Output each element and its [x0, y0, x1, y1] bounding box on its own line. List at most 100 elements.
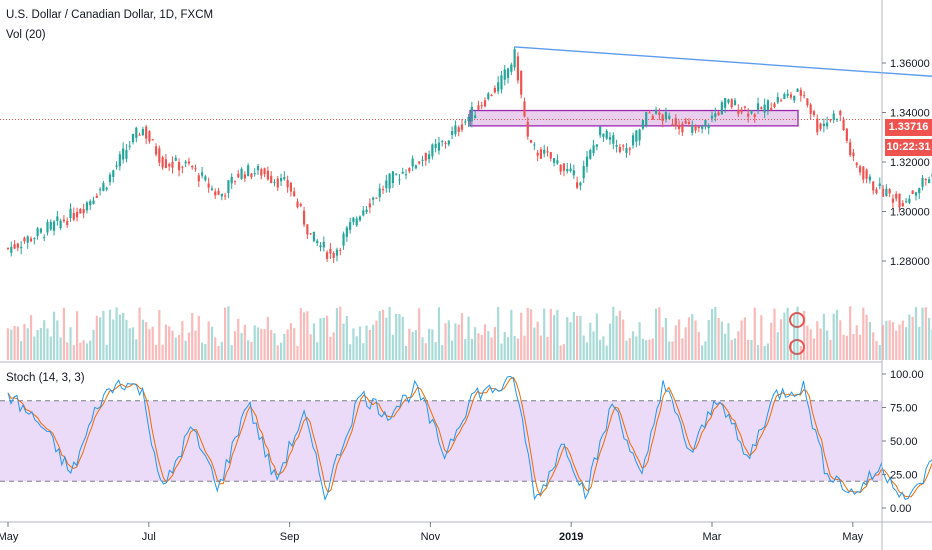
candle-body [437, 142, 441, 151]
candle-body [457, 127, 460, 132]
volume-bar [138, 307, 141, 360]
candle-body [589, 149, 592, 159]
candle-body [520, 70, 523, 95]
time-tick-label: Jul [142, 531, 156, 543]
volume-bar [414, 330, 418, 360]
candle-body [187, 161, 191, 164]
candle-body [421, 159, 424, 161]
candle-body [622, 145, 625, 147]
candle-body [312, 231, 316, 241]
candle-body [546, 151, 549, 153]
candle-body [552, 158, 556, 163]
candle-body [112, 170, 115, 177]
candle-body [36, 228, 39, 236]
candle-body [605, 130, 608, 139]
volume-bar [592, 331, 595, 360]
volume-bar [66, 342, 69, 360]
stoch-pane[interactable] [0, 375, 932, 504]
candle-body [441, 141, 444, 143]
volume-bar [224, 307, 227, 360]
candle-body [539, 149, 543, 159]
candle-body [737, 110, 740, 114]
candle-body [500, 75, 503, 90]
candle-body [85, 202, 89, 211]
candle-body [237, 173, 240, 178]
volume-bar [513, 336, 516, 360]
volume-bar [812, 338, 816, 360]
volume-bar [398, 313, 401, 360]
stoch-tick-label: 50.00 [890, 436, 918, 448]
volume-bar [273, 333, 276, 360]
candle-body [806, 98, 809, 106]
volume-bar [914, 307, 918, 360]
candle-body [852, 152, 855, 157]
candle-body [474, 115, 477, 119]
candle-body [243, 174, 246, 179]
candle-body [270, 175, 273, 183]
volume-bar [641, 338, 645, 360]
candle-body [878, 183, 881, 187]
candle-body [95, 195, 98, 198]
volume-bar [154, 344, 158, 360]
volume-bar [470, 338, 473, 360]
time-tick-label: May [0, 531, 19, 543]
volume-bar [720, 321, 723, 360]
candle-body [707, 125, 710, 129]
volume-bar [753, 307, 756, 360]
candle-body [789, 94, 793, 98]
volume-bar [326, 315, 329, 360]
candle-body [224, 195, 227, 197]
price-pane[interactable] [0, 46, 932, 355]
candle-body [490, 94, 493, 97]
candle-body [796, 88, 799, 92]
candle-body [391, 171, 394, 184]
candle-body [559, 165, 562, 172]
volume-bar [789, 341, 793, 360]
volume-bar [733, 338, 737, 360]
volume-bar [631, 331, 635, 360]
volume-bar [358, 326, 362, 360]
volume-bar [296, 345, 299, 360]
volume-bar [454, 323, 457, 360]
volume-bar [582, 335, 585, 360]
candle-body [368, 203, 371, 208]
candle-body [92, 200, 95, 204]
candle-body [803, 95, 806, 97]
volume-bar [599, 339, 602, 360]
volume-bar [342, 323, 345, 360]
volume-bar [750, 340, 753, 360]
candle-body [286, 179, 289, 188]
candle-body [911, 190, 914, 194]
volume-bar [717, 318, 720, 360]
volume-pane [6, 306, 932, 360]
volume-bar [299, 308, 302, 360]
volume-bar [62, 307, 66, 360]
candle-body [750, 110, 753, 114]
candle-body [52, 221, 56, 231]
candle-body [266, 170, 269, 180]
volume-bar [335, 308, 339, 360]
candle-body [556, 160, 559, 164]
volume-bar [740, 320, 743, 360]
candle-body [46, 222, 49, 233]
candle-body [151, 139, 154, 141]
volume-bar [803, 310, 806, 360]
volume-bar [888, 320, 891, 360]
candle-body [56, 216, 59, 221]
volume-bar [339, 306, 342, 360]
candle-body [483, 100, 487, 107]
volume-bar [260, 328, 263, 360]
candle-body [339, 249, 342, 251]
candle-body [79, 208, 82, 214]
volume-bar [46, 328, 49, 360]
candle-body [329, 248, 332, 254]
candle-body [467, 116, 470, 122]
candle-body [503, 69, 506, 80]
volume-bar [579, 315, 582, 360]
candle-body [842, 119, 845, 131]
volume-bar [191, 312, 194, 360]
candle-body [375, 197, 378, 199]
volume-bar [664, 318, 668, 360]
volume-bar [319, 318, 322, 360]
